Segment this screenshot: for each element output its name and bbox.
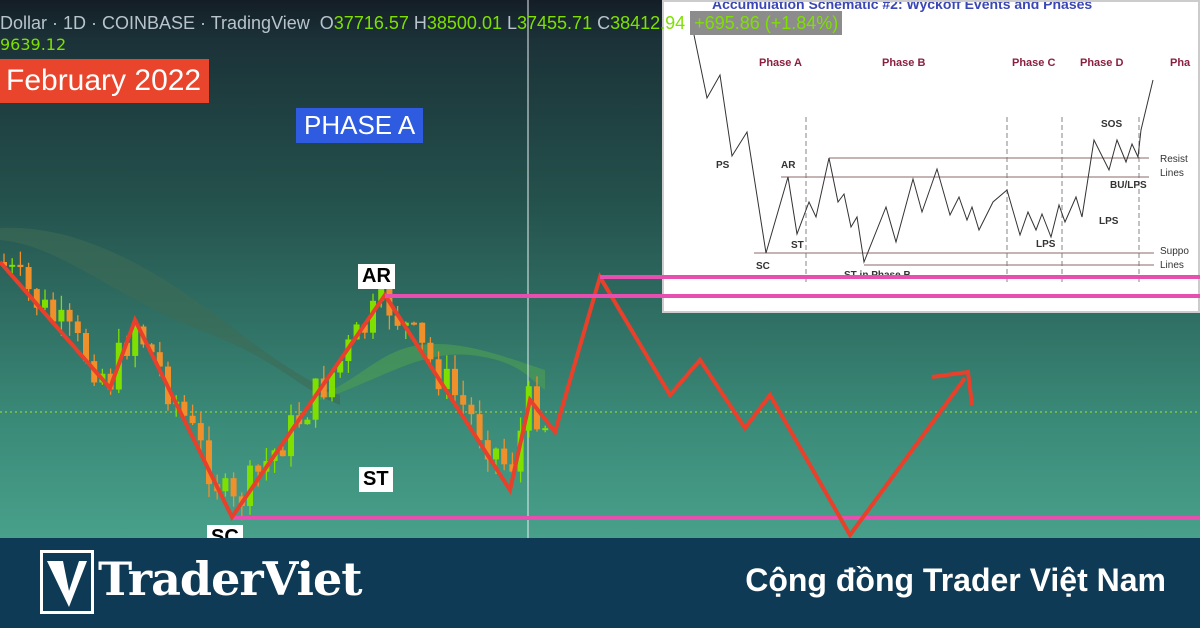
phase-a-heading: Phase A — [759, 57, 803, 69]
resistance-lines-label: Lines — [1160, 168, 1184, 179]
bull-candle — [443, 368, 450, 390]
ma-cloud — [0, 227, 340, 405]
bear-candle — [320, 378, 327, 398]
brand-banner: TraderViet Cộng đồng Trader Việt Nam — [0, 538, 1200, 628]
bear-candle — [411, 322, 417, 325]
ar-label: AR — [358, 264, 395, 289]
bull-candle — [370, 300, 376, 333]
event-ar: AR — [781, 160, 796, 171]
bear-candle — [476, 414, 483, 441]
bull-candle — [353, 324, 360, 340]
phase-b-heading: Phase B — [882, 57, 926, 69]
bear-candle — [50, 299, 57, 322]
bear-candle — [25, 267, 32, 290]
bear-candle — [509, 464, 516, 472]
bear-candle — [74, 321, 81, 334]
bull-candle — [9, 264, 16, 267]
close-value: 38412.94 — [610, 13, 686, 33]
wyckoff-schematic: Accumulation Schematic #2: Wyckoff Event… — [662, 0, 1200, 313]
bull-candle — [132, 326, 139, 356]
bear-candle — [484, 440, 491, 460]
bear-candle — [435, 359, 442, 390]
bear-candle — [197, 423, 204, 441]
bear-candle — [427, 342, 434, 360]
schematic-title: Accumulation Schematic #2: Wyckoff Event… — [712, 0, 1093, 12]
bull-candle — [493, 448, 499, 460]
bear-candle — [501, 448, 508, 465]
change-value: +695.86 (+1.84%) — [690, 11, 843, 35]
bear-candle — [189, 415, 196, 424]
arrowhead-icon — [931, 369, 974, 406]
event-sos: SOS — [1101, 119, 1123, 130]
sc-label: SC — [207, 525, 243, 538]
open-value: 37716.57 — [333, 13, 409, 33]
bear-candle — [66, 309, 73, 322]
indicator-value: 9639.12 — [0, 35, 67, 54]
bull-candle — [247, 465, 253, 507]
chart-canvas — [0, 0, 1200, 538]
high-label: H — [413, 13, 427, 33]
event-ps: PS — [716, 160, 730, 171]
bear-candle — [230, 478, 237, 497]
bear-candle — [181, 401, 188, 416]
bear-candle — [452, 368, 458, 396]
event-bu-lps: BU/LPS — [1110, 180, 1147, 191]
bear-candle — [460, 395, 467, 405]
support-label: Suppo — [1160, 246, 1189, 257]
schematic-drawing — [693, 34, 1154, 282]
bull-candle — [222, 478, 229, 492]
bear-candle — [394, 315, 401, 326]
bull-candle — [304, 419, 311, 425]
bear-candle — [419, 322, 426, 343]
support-lines-label: Lines — [1160, 260, 1184, 271]
symbol-header: Dollar · 1D · COINBASE · TradingView O37… — [0, 11, 843, 35]
symbol-label: Dollar · 1D · COINBASE · TradingView — [0, 13, 310, 33]
date-title: February 2022 — [0, 59, 210, 103]
event-sc: SC — [756, 261, 770, 272]
bear-candle — [468, 404, 475, 415]
low-value: 37455.71 — [517, 13, 593, 33]
bear-candle — [361, 324, 368, 333]
st-label: ST — [359, 467, 393, 492]
phase-c-heading: Phase C — [1012, 57, 1056, 69]
bear-candle — [124, 342, 130, 356]
event-lps: LPS — [1036, 239, 1056, 250]
open-label: O — [319, 13, 334, 33]
bull-candle — [42, 299, 48, 308]
price-chart[interactable]: 9639.12 February 2022 PHASE A AR ST SC A… — [0, 0, 1200, 538]
logo-icon — [40, 550, 94, 614]
bear-candle — [148, 344, 155, 353]
bear-candle — [33, 289, 40, 308]
high-value: 38500.01 — [426, 13, 502, 33]
zigzag-path — [0, 260, 967, 538]
bear-candle — [17, 264, 24, 268]
bear-candle — [83, 333, 89, 362]
event-lps: LPS — [1099, 216, 1119, 227]
bear-candle — [279, 450, 286, 457]
bull-candle — [337, 361, 344, 373]
bull-candle — [378, 285, 385, 301]
event-st: ST — [791, 240, 804, 251]
bull-candle — [542, 428, 549, 431]
bear-candle — [255, 465, 262, 472]
slogan: Cộng đồng Trader Việt Nam — [745, 562, 1166, 598]
phase-badge: PHASE A — [296, 108, 424, 143]
bear-candle — [156, 352, 163, 367]
bear-candle — [206, 440, 212, 485]
bull-candle — [58, 309, 65, 322]
bull-candle — [288, 415, 294, 457]
phase-d-heading: Phase D — [1080, 57, 1124, 69]
bull-candle — [329, 372, 335, 398]
brand-name: TraderViet — [98, 552, 362, 606]
event-st-phase-b: ST in Phase B — [844, 270, 911, 281]
low-label: L — [506, 13, 517, 33]
phase-e-heading: Pha — [1170, 57, 1191, 69]
close-label: C — [597, 13, 611, 33]
resistance-label: Resist — [1160, 154, 1188, 165]
